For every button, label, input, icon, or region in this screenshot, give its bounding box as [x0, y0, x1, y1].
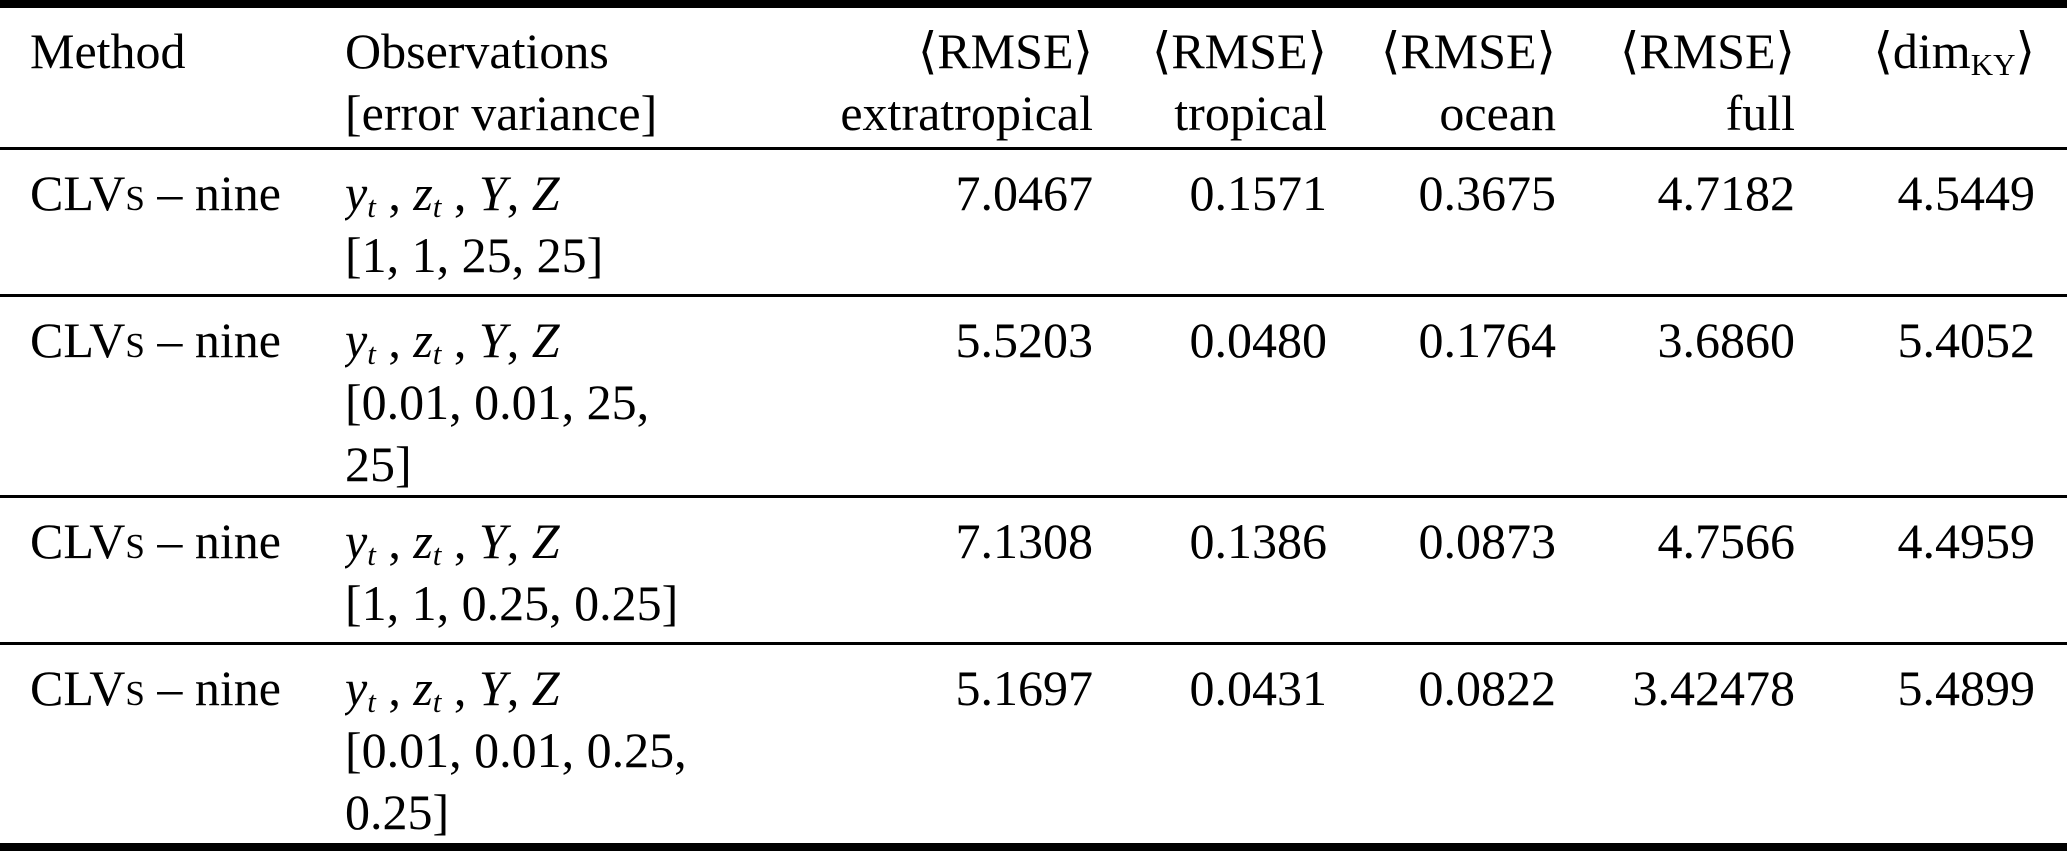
dim-ky-cell: 5.4899 — [1897, 659, 2036, 716]
observation-variables: yt , zt , Y, Z — [345, 164, 560, 224]
method-cell: CLVs – nine — [0, 295, 345, 496]
rmse-header-sublabel: extratropical — [840, 85, 1093, 141]
dim-ky-cell: 4.4959 — [1897, 512, 2036, 569]
table-row: CLVs – nine yt , zt , Y, Z [0.01, 0.01, … — [0, 643, 2067, 847]
table-row: CLVs – nine yt , zt , Y, Z [1, 1, 0.25, … — [0, 496, 2067, 643]
method-suffix: – nine — [157, 512, 281, 569]
error-variance: [1, 1, 25, 25] — [345, 226, 604, 283]
col-header-dim-ky: ⟨dimKY⟩ — [1795, 4, 2067, 148]
rmse-tropical-cell: 0.1386 — [1189, 512, 1328, 569]
observations-cell: yt , zt , Y, Z [0.01, 0.01, 25, 25] — [345, 295, 703, 496]
method-name: CLVs — [30, 512, 145, 569]
error-variance: [0.01, 0.01, 0.25, 0.25] — [345, 721, 687, 840]
rmse-header-label: ⟨RMSE⟩ — [917, 23, 1093, 79]
rmse-header-sublabel: tropical — [1174, 85, 1327, 141]
observations-cell: yt , zt , Y, Z [1, 1, 25, 25] — [345, 148, 703, 295]
col-header-method: Method — [0, 4, 345, 148]
method-suffix: – nine — [157, 311, 281, 368]
observation-variables: yt , zt , Y, Z — [345, 659, 560, 719]
method-name: CLVs — [30, 659, 145, 716]
observation-variables: yt , zt , Y, Z — [345, 512, 560, 572]
rmse-extratropical-cell: 5.5203 — [955, 311, 1094, 368]
table-row: CLVs – nine yt , zt , Y, Z [0.01, 0.01, … — [0, 295, 2067, 496]
rmse-ocean-cell: 0.0873 — [1418, 512, 1557, 569]
rmse-tropical-cell: 0.0431 — [1189, 659, 1328, 716]
rmse-full-cell: 3.42478 — [1632, 659, 1796, 716]
method-cell: CLVs – nine — [0, 643, 345, 847]
rmse-full-cell: 4.7182 — [1657, 164, 1796, 221]
rmse-header-sublabel: ocean — [1439, 85, 1556, 141]
rmse-ocean-cell: 0.1764 — [1418, 311, 1557, 368]
method-suffix: – nine — [157, 659, 281, 716]
method-cell: CLVs – nine — [0, 496, 345, 643]
rmse-header-label: ⟨RMSE⟩ — [1619, 23, 1795, 79]
method-name: CLVs — [30, 164, 145, 221]
observation-variables: yt , zt , Y, Z — [345, 311, 560, 371]
rmse-ocean-cell: 0.0822 — [1418, 659, 1557, 716]
rmse-ocean-cell: 0.3675 — [1418, 164, 1557, 221]
dim-ky-header-label: ⟨dimKY⟩ — [1873, 23, 2035, 82]
method-header-label: Method — [30, 23, 186, 79]
col-header-rmse-full: ⟨RMSE⟩ full — [1556, 4, 1795, 148]
observations-cell: yt , zt , Y, Z [0.01, 0.01, 0.25, 0.25] — [345, 643, 703, 847]
header-row: Method Observations [error variance] ⟨RM… — [0, 4, 2067, 148]
rmse-tropical-cell: 0.0480 — [1189, 311, 1328, 368]
method-cell: CLVs – nine — [0, 148, 345, 295]
error-variance: [1, 1, 0.25, 0.25] — [345, 574, 679, 631]
rmse-full-cell: 4.7566 — [1657, 512, 1796, 569]
col-header-rmse-extratropical: ⟨RMSE⟩ extratropical — [703, 4, 1093, 148]
observations-cell: yt , zt , Y, Z [1, 1, 0.25, 0.25] — [345, 496, 703, 643]
col-header-rmse-ocean: ⟨RMSE⟩ ocean — [1327, 4, 1556, 148]
rmse-extratropical-cell: 5.1697 — [955, 659, 1094, 716]
rmse-full-cell: 3.6860 — [1657, 311, 1796, 368]
rmse-extratropical-cell: 7.1308 — [955, 512, 1094, 569]
dim-ky-cell: 4.5449 — [1897, 164, 2036, 221]
col-header-observations: Observations [error variance] — [345, 4, 703, 148]
rmse-header-label: ⟨RMSE⟩ — [1151, 23, 1327, 79]
observations-header-line2: [error variance] — [345, 85, 658, 141]
method-suffix: – nine — [157, 164, 281, 221]
dim-ky-cell: 5.4052 — [1897, 311, 2036, 368]
rmse-tropical-cell: 0.1571 — [1189, 164, 1328, 221]
rmse-header-sublabel: full — [1725, 85, 1795, 141]
observations-header-line1: Observations — [345, 23, 609, 79]
rmse-extratropical-cell: 7.0467 — [955, 164, 1094, 221]
table-row: CLVs – nine yt , zt , Y, Z [1, 1, 25, 25… — [0, 148, 2067, 295]
method-name: CLVs — [30, 311, 145, 368]
error-variance: [0.01, 0.01, 25, 25] — [345, 373, 650, 492]
rmse-header-label: ⟨RMSE⟩ — [1380, 23, 1556, 79]
col-header-rmse-tropical: ⟨RMSE⟩ tropical — [1093, 4, 1327, 148]
